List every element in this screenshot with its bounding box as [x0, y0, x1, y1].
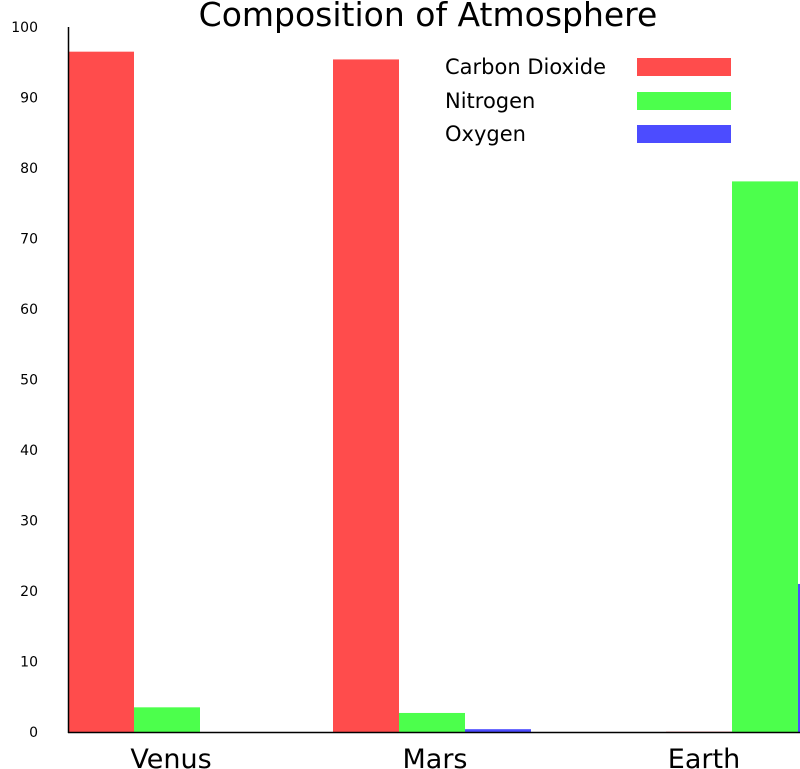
bar-mars-nitrogen [399, 712, 465, 732]
legend-swatch-nitrogen [637, 92, 731, 110]
y-tick-label: 0 [29, 725, 38, 741]
chart-title: Composition of Atmosphere [199, 0, 658, 34]
legend-label-nitrogen: Nitrogen [445, 89, 535, 113]
bar-earth-nitrogen [732, 181, 798, 732]
y-tick-label: 80 [20, 161, 38, 177]
legend-label-carbon-dioxide: Carbon Dioxide [445, 55, 606, 79]
bars-group [68, 51, 800, 733]
y-tick-label: 40 [20, 443, 38, 459]
y-tick-label: 90 [20, 91, 38, 107]
bar-mars-oxygen [465, 729, 531, 732]
legend-label-oxygen: Oxygen [445, 122, 526, 146]
x-tick-label: Venus [130, 744, 211, 769]
y-tick-label: 30 [20, 514, 38, 530]
y-tick-label: 10 [20, 655, 38, 671]
y-tick-label: 100 [11, 20, 38, 36]
y-tick-label: 20 [20, 584, 38, 600]
bar-venus-nitrogen [134, 707, 200, 732]
bar-mars-carbon-dioxide [333, 59, 399, 733]
legend: Carbon Dioxide Nitrogen Oxygen [445, 55, 731, 146]
y-tick-label: 60 [20, 302, 38, 318]
x-tick-labels: Venus Mars Earth [130, 744, 740, 769]
legend-swatch-oxygen [637, 125, 731, 143]
y-tick-labels: 0 10 20 30 40 50 60 70 80 90 100 [11, 20, 38, 741]
x-tick-label: Mars [402, 744, 467, 769]
y-tick-label: 70 [20, 232, 38, 248]
legend-swatch-carbon-dioxide [637, 58, 731, 76]
bar-earth-oxygen [798, 583, 800, 732]
y-tick-label: 50 [20, 373, 38, 389]
x-tick-label: Earth [668, 744, 740, 769]
bar-venus-carbon-dioxide [68, 51, 134, 733]
